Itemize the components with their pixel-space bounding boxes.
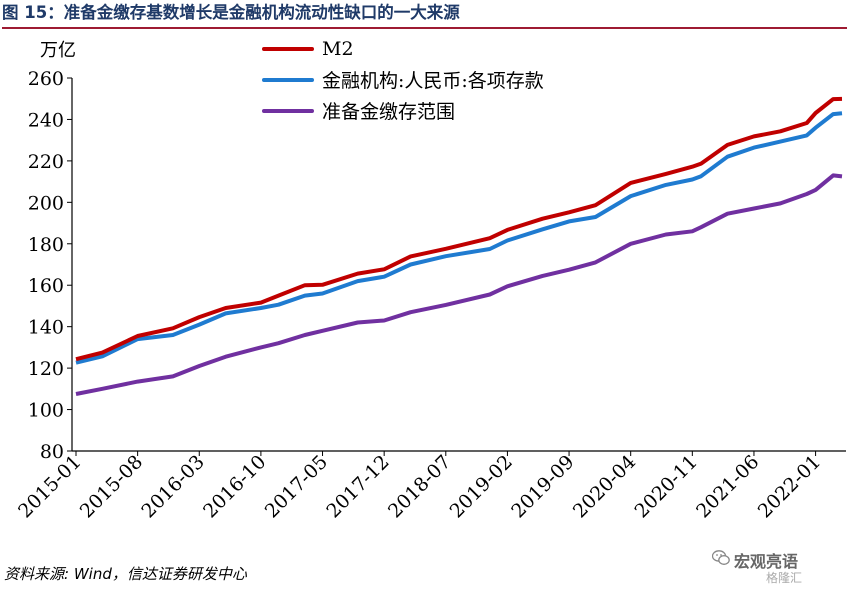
y-tick-label: 240 <box>28 109 64 131</box>
y-tick-label: 160 <box>28 275 64 297</box>
watermark-name: 宏观亮语 <box>734 552 799 571</box>
series-line <box>75 96 843 362</box>
legend-item: M2 <box>262 33 544 64</box>
x-tick-label: 2017-05 <box>261 451 332 522</box>
y-tick-label: 260 <box>28 68 64 90</box>
legend-label: M2 <box>322 37 354 60</box>
y-tick-label: 120 <box>28 358 64 380</box>
y-tick-label: 180 <box>28 234 64 256</box>
legend-swatch <box>262 77 314 82</box>
legend-item: 准备金缴存范围 <box>262 95 544 126</box>
legend-label: 准备金缴存范围 <box>322 101 456 123</box>
y-axis-unit: 万亿 <box>40 40 76 61</box>
x-tick-label: 2015-08 <box>76 451 147 522</box>
legend-item: 金融机构:人民币:各项存款 <box>262 64 544 95</box>
y-tick-label: 100 <box>28 400 64 422</box>
legend-swatch <box>262 46 314 51</box>
x-tick-label: 2018-07 <box>384 451 455 522</box>
legend-swatch <box>262 108 314 113</box>
series-lines <box>75 96 843 396</box>
x-tick-label: 2017-12 <box>322 451 393 522</box>
y-axis: 80 100 120 140 160 180 200 220 240 260 <box>28 68 72 463</box>
x-tick-label: 2020-04 <box>569 451 640 522</box>
figure-title: 图 15：准备金缴存基数增长是金融机构流动性缺口的一大来源 <box>2 2 847 29</box>
y-tick-label: 220 <box>28 151 64 173</box>
wechat-icon <box>712 550 730 565</box>
y-tick-label: 200 <box>28 192 64 214</box>
x-tick-label: 2022-01 <box>754 451 825 522</box>
watermark: 宏观亮语 格隆汇 <box>712 548 848 588</box>
series-line <box>75 111 843 365</box>
x-tick-label: 2019-09 <box>507 451 578 522</box>
x-tick-label: 2021-06 <box>692 451 763 522</box>
source-note: 资料来源: Wind，信达证券研发中心 <box>4 565 247 583</box>
x-tick-label: 2016-10 <box>199 451 270 522</box>
legend-label: 金融机构:人民币:各项存款 <box>322 70 544 92</box>
x-tick-label: 2020-11 <box>630 451 701 522</box>
y-tick-label: 80 <box>40 441 64 463</box>
watermark-sub: 格隆汇 <box>766 571 803 585</box>
x-tick-label: 2016-03 <box>137 451 208 522</box>
series-line <box>75 173 843 396</box>
x-axis: 2015-012015-082016-032016-102017-052017-… <box>14 451 825 522</box>
y-tick-label: 140 <box>28 317 64 339</box>
x-tick-label: 2019-02 <box>446 451 517 522</box>
chart-legend: M2 金融机构:人民币:各项存款 准备金缴存范围 <box>262 33 544 126</box>
